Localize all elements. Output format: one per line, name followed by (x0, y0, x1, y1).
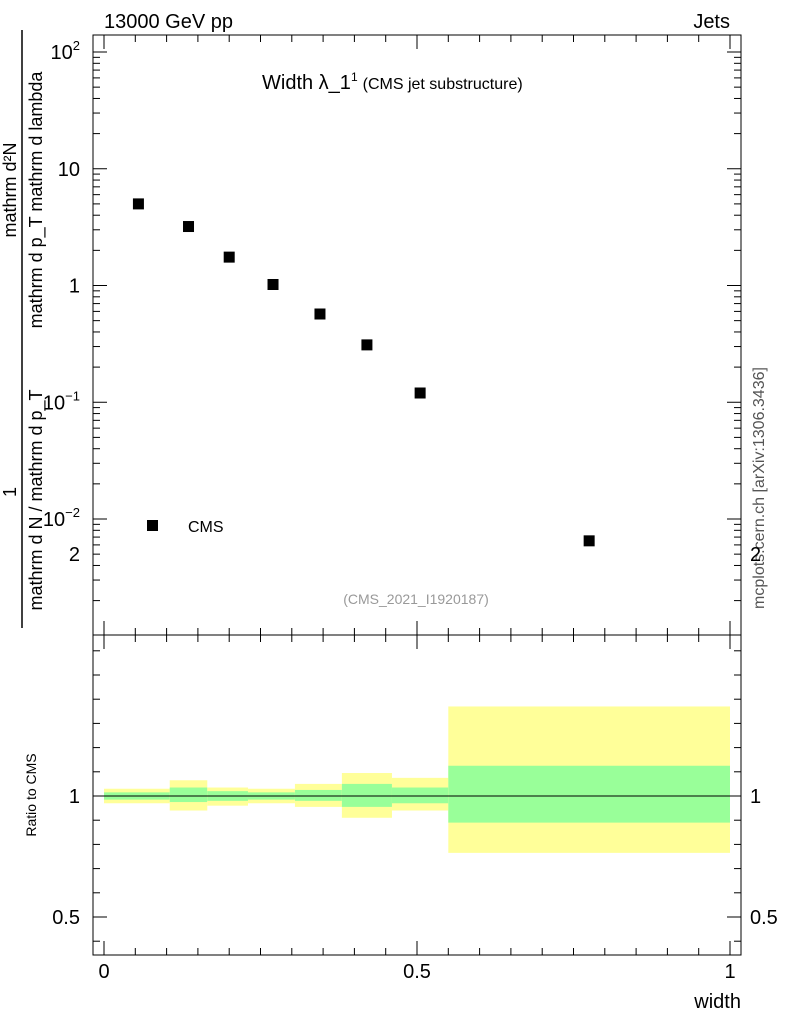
ratio-y-label: Ratio to CMS (23, 753, 39, 836)
ratio-y-tick-label-left: 1 (69, 786, 80, 808)
y-label-den: mathrm d p_T mathrm d lambda (26, 71, 47, 329)
y-label-prefix-num: 1 (0, 487, 20, 497)
plot-title: Width λ_11 (CMS jet substructure) (262, 70, 523, 94)
data-point (361, 339, 373, 351)
y-label-prefix-den: mathrm d N / mathrm d p_T (26, 389, 47, 610)
data-point (223, 251, 235, 263)
ratio-inner-band (294, 789, 342, 801)
plot-title-main: Width λ_1 (262, 72, 351, 94)
plot-title-sup: 1 (351, 70, 358, 84)
x-axis-label: width (693, 991, 741, 1013)
y-tick-label: 10−2 (43, 505, 80, 531)
x-tick-label: 0.5 (403, 961, 431, 983)
data-point (267, 278, 279, 290)
energy-label: 13000 GeV pp (104, 11, 233, 33)
ratio-panel: 0.5 0.5 1 1 2 2 0 0.5 1 Ratio to CMS width (23, 544, 778, 1013)
x-tick-label: 1 (724, 961, 735, 983)
data-point (183, 221, 195, 233)
data-point (132, 198, 144, 210)
ratio-y-tick-label-left: 0.5 (52, 907, 80, 929)
ratio-y-tick-label-right: 2 (750, 544, 761, 566)
data-point (414, 387, 426, 399)
ratio-y-tick-label-left: 2 (69, 544, 80, 566)
plot-title-suffix: (CMS jet substructure) (363, 76, 523, 93)
ratio-y-tick-label-right: 1 (750, 786, 761, 808)
ratio-bands (104, 706, 730, 853)
ratio-inner-band (341, 783, 392, 807)
ratio-inner-band (169, 787, 208, 803)
data-point (583, 535, 595, 547)
source-label: mcplots.cern.ch [arXiv:1306.3436] (751, 367, 768, 609)
y-tick-label: 10 (58, 159, 80, 181)
main-frame (92, 34, 742, 636)
x-tick-label: 0 (98, 961, 109, 983)
data-points (132, 198, 595, 547)
y-tick-label: 102 (51, 38, 80, 64)
y-tick-label: 10−1 (43, 388, 80, 414)
ratio-inner-band (391, 787, 449, 804)
legend-label: CMS (188, 519, 224, 536)
analysis-id: (CMS_2021_I1920187) (343, 591, 489, 607)
data-point (314, 308, 326, 320)
ratio-y-tick-label-right: 0.5 (750, 907, 778, 929)
y-label-num: mathrm d²N (0, 142, 20, 237)
legend-marker (147, 520, 158, 531)
process-label: Jets (693, 11, 730, 33)
y-axis-label: 1 mathrm d N / mathrm d p_T mathrm d²N m… (0, 30, 47, 628)
y-tick-label: 1 (69, 276, 80, 298)
ratio-inner-band (448, 765, 730, 823)
main-ticks: 10−2 10−1 1 10 102 (43, 35, 741, 635)
ratio-ticks: 0.5 0.5 1 1 2 2 0 0.5 1 (52, 544, 778, 983)
